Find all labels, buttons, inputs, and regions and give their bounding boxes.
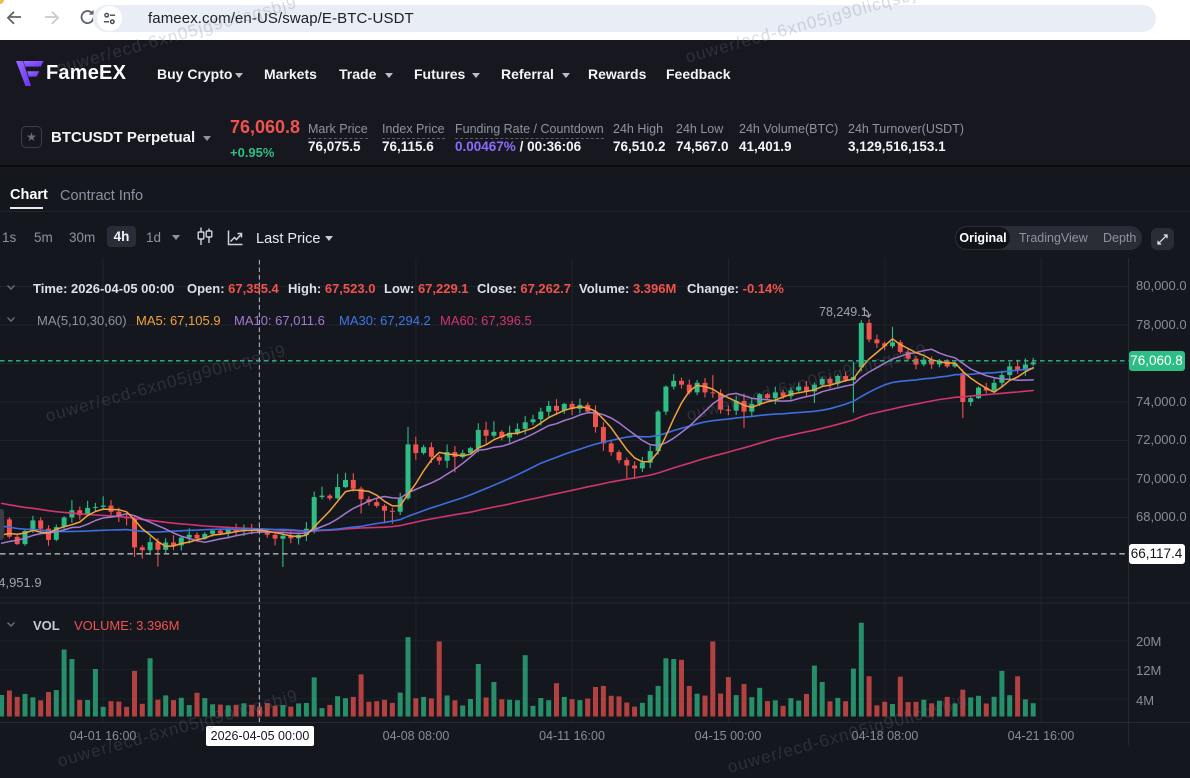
svg-text:78,249.1: 78,249.1 (819, 305, 868, 319)
svg-text:64,951.9: 64,951.9 (0, 575, 42, 590)
